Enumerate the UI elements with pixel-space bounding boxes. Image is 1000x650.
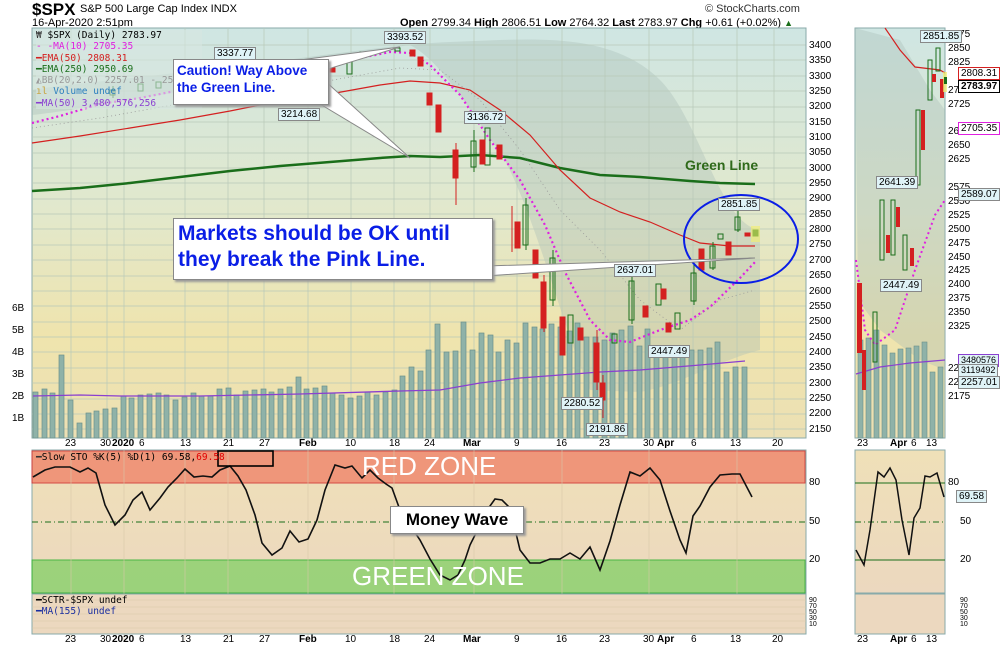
ema50-line <box>31 80 755 247</box>
sctr-legend: ━SCTR-$SPX undef ━MA(155) undef <box>36 595 128 617</box>
money-wave-note: Money Wave <box>390 506 524 534</box>
volume-icon: ıl <box>36 86 48 98</box>
zoom-candle-tag: 2641.39 <box>876 176 919 189</box>
price-label: 2280.52 <box>561 397 604 410</box>
green-zone-label: GREEN ZONE <box>352 561 524 591</box>
legend-ema50: ━EMA(50) 2808.31 <box>36 52 128 64</box>
caution-note: Caution! Way Above the Green Line. <box>173 59 329 105</box>
chg-value: +0.61 (+0.02%) <box>705 17 782 29</box>
zoom-sto-y-tick: 50 <box>960 516 972 527</box>
price-label: 3136.72 <box>464 111 507 124</box>
volume-y-axis: 6B 5B 4B 3B 2B 1B <box>12 303 25 424</box>
markets-note: Markets should be OK until they break th… <box>173 218 493 280</box>
ma10-value-tag: 2705.35 <box>958 122 1000 135</box>
price-label: 3393.52 <box>384 31 427 44</box>
price-label: 2191.86 <box>586 423 629 436</box>
price-label: 2447.49 <box>648 345 691 358</box>
candles <box>109 47 760 418</box>
up-arrow-icon: ▲ <box>784 18 794 28</box>
legend-bb: ◭BB(20,2.0) 2257.01 - 2589.07 <box>36 75 202 87</box>
green-line-label: Green Line <box>685 157 759 173</box>
symbol: $SPX <box>32 0 76 19</box>
sto-legend: ━Slow STO %K(5) %D(1) 69.58,69.58 <box>36 452 225 463</box>
low-value: 2764.32 <box>569 17 610 29</box>
open-label: Open <box>400 17 429 29</box>
zoom-sto-y-tick: 80 <box>948 477 960 488</box>
sto-value-box <box>217 450 274 467</box>
ema250-green-line <box>31 153 756 193</box>
red-zone-band <box>31 450 806 484</box>
bollinger-band <box>32 39 760 392</box>
zoom-sto-y-tick: 20 <box>960 554 972 565</box>
chg-label: Chg <box>680 17 703 29</box>
index-name: S&P 500 Large Cap Index INDX <box>80 3 237 15</box>
ohlc-summary: Open 2799.34 High 2806.51 Low 2764.32 La… <box>400 17 793 29</box>
last-value-tag: 2783.97 <box>958 80 1000 93</box>
legend-ma10: - -MA(10) 2705.35 <box>36 41 134 53</box>
timestamp: 16-Apr-2020 2:51pm <box>32 17 133 29</box>
zoom-high-tag: 2851.85 <box>920 30 963 43</box>
legend-main: ₩ $SPX (Daily) 2783.97 <box>36 30 162 41</box>
price-label: 3214.68 <box>278 108 321 121</box>
zoom-sto-tag: 69.58 <box>956 490 988 503</box>
zoom-sctr-y-axis: 90 70 50 30 10 <box>960 597 968 628</box>
sto-value: 69.58 <box>196 452 225 463</box>
high-value: 2806.51 <box>501 17 542 29</box>
highlight-ellipse <box>683 194 799 284</box>
volume-bars <box>32 321 748 439</box>
sctr-y-axis: 90 70 50 30 10 <box>809 597 817 628</box>
sto-y-tick: 50 <box>809 516 821 527</box>
last-value: 2783.97 <box>637 17 678 29</box>
zoom-low-tag: 2447.49 <box>880 279 923 292</box>
legend-volume: ıl Volume undef <box>36 86 122 98</box>
price-y-axis: 3400 3350 3300 3250 3200 3150 3100 3050 3000 2… <box>809 40 832 435</box>
red-zone-label: RED ZONE <box>362 451 497 481</box>
legend-ema250: ━EMA(250) 2950.69 <box>36 63 134 75</box>
price-label: 2851.85 <box>718 198 761 211</box>
high-label: High <box>474 17 499 29</box>
sto-y-tick: 80 <box>809 477 821 488</box>
area-icon: ◭ <box>36 75 42 87</box>
legend-ma50-volume: ━MA(50) 3,480,576,256 <box>36 97 157 109</box>
slow-sto-line <box>32 464 753 581</box>
last-label: Last <box>612 17 635 29</box>
sto-y-tick: 20 <box>809 554 821 565</box>
volume-ma-line <box>32 360 746 397</box>
green-zone-band <box>31 559 806 594</box>
price-label: 2637.01 <box>614 264 657 277</box>
low-label: Low <box>544 17 567 29</box>
candle-icon: ₩ <box>36 30 42 41</box>
bb-lower-tag: 2257.01 <box>958 376 1000 389</box>
ema50-value-tag: 2808.31 <box>958 67 1000 80</box>
today-highlight <box>751 226 760 242</box>
bb-upper-tag: 2589.07 <box>958 188 1000 201</box>
copyright-link[interactable]: © StockCharts.com <box>705 3 800 15</box>
open-value: 2799.34 <box>431 17 471 29</box>
